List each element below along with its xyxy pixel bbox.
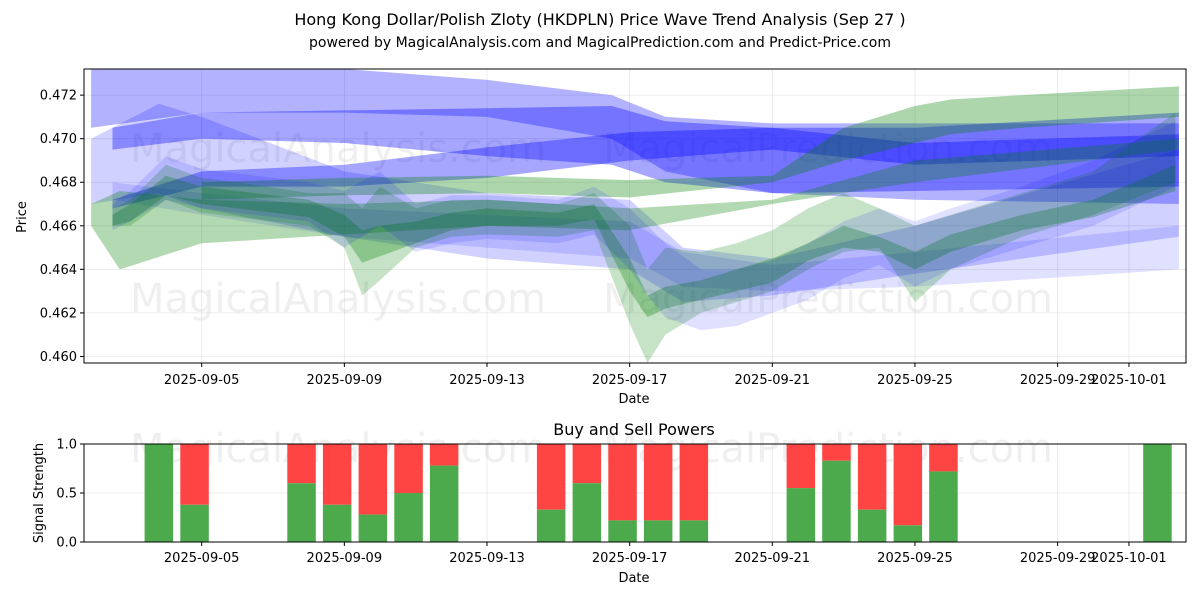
price-y-axis: 0.460 0.462 0.464 0.466 0.468 0.470 0.472 xyxy=(40,89,84,365)
y-tick-label: 0.462 xyxy=(40,306,77,321)
x-tick-label: 2025-09-17 xyxy=(592,373,668,388)
x-tick-label: 2025-09-09 xyxy=(307,551,383,566)
buy-power-bar xyxy=(429,465,459,542)
y-tick-label: 0.0 xyxy=(56,536,77,551)
power-bars xyxy=(144,444,1172,542)
buy-power-bar xyxy=(822,460,851,542)
watermark-text: MagicalPrediction.com xyxy=(603,126,1053,172)
price-band-green-band-lower xyxy=(91,138,1179,270)
price-x-axis-label: Date xyxy=(618,392,649,407)
sell-power-bar xyxy=(429,444,459,466)
sell-power-bar xyxy=(608,444,637,521)
price-band-blue-band-upper-narrow xyxy=(112,106,1179,194)
x-tick-label: 2025-09-21 xyxy=(735,551,811,566)
price-band-blue-band-upper-wide xyxy=(91,69,1179,204)
buy-power-bar xyxy=(1143,444,1172,542)
x-tick-label: 2025-09-21 xyxy=(735,373,811,388)
y-tick-label: 0.460 xyxy=(40,350,77,365)
x-tick-label: 2025-10-01 xyxy=(1091,551,1167,566)
sell-power-bar xyxy=(394,444,423,493)
watermark-text: MagicalAnalysis.com xyxy=(130,276,546,322)
sell-power-bar xyxy=(679,444,709,521)
sell-power-bar xyxy=(287,444,316,484)
chart-title: Hong Kong Dollar/Polish Zloty (HKDPLN) P… xyxy=(294,10,905,29)
sell-power-bar xyxy=(322,444,352,505)
buy-power-bar xyxy=(679,520,709,542)
price-chart: 0.460 0.462 0.464 0.466 0.468 0.470 0.472 2025… xyxy=(15,68,1187,407)
price-y-axis-label: Price xyxy=(15,201,30,233)
sell-power-bar xyxy=(572,444,602,484)
price-band-green-wave-outer xyxy=(112,112,1176,363)
x-tick-label: 2025-09-25 xyxy=(877,373,953,388)
price-band-green-band-upper xyxy=(201,86,1179,200)
buy-power-bar xyxy=(287,483,316,542)
x-tick-label: 2025-09-13 xyxy=(449,373,525,388)
watermark-text: MagicalAnalysis.com xyxy=(130,126,546,172)
buy-power-bar xyxy=(786,488,816,542)
x-tick-label: 2025-09-29 xyxy=(1020,551,1096,566)
x-tick-label: 2025-09-17 xyxy=(592,551,668,566)
sell-power-bar xyxy=(822,444,851,461)
buy-power-bar xyxy=(893,525,923,542)
chart-subtitle: powered by MagicalAnalysis.com and Magic… xyxy=(309,35,891,51)
power-chart-title: Buy and Sell Powers xyxy=(553,420,715,439)
buy-power-bar xyxy=(536,509,566,542)
buy-power-bar xyxy=(180,504,209,542)
sell-power-bar xyxy=(929,444,958,472)
power-x-axis: 2025-09-05 2025-09-09 2025-09-13 2025-09-17… xyxy=(164,542,1167,566)
buy-power-bar xyxy=(394,493,423,542)
power-chart: Buy and Sell Powers 0.0 0.5 1.0 2025-09-05… xyxy=(32,420,1187,586)
buy-power-bar xyxy=(643,520,673,542)
sell-power-bar xyxy=(786,444,816,489)
x-tick-label: 2025-09-13 xyxy=(449,551,525,566)
y-tick-label: 0.464 xyxy=(40,263,77,278)
buy-power-bar xyxy=(572,483,602,542)
price-band-blue-band-lower-narrow xyxy=(112,182,1179,292)
y-tick-label: 0.470 xyxy=(40,132,77,147)
price-bands xyxy=(91,69,1179,363)
buy-power-bar xyxy=(322,504,352,542)
y-tick-label: 1.0 xyxy=(56,438,77,453)
x-tick-label: 2025-09-29 xyxy=(1020,373,1096,388)
y-tick-label: 0.5 xyxy=(56,487,77,502)
buy-power-bar xyxy=(358,514,388,542)
power-x-axis-label: Date xyxy=(618,571,649,586)
x-tick-label: 2025-09-05 xyxy=(164,551,240,566)
price-band-blue-band-middle xyxy=(112,127,1179,209)
price-x-axis: 2025-09-05 2025-09-09 2025-09-13 2025-09-17… xyxy=(164,363,1167,388)
price-plot-frame xyxy=(83,68,1187,364)
buy-power-bar xyxy=(608,520,637,542)
sell-power-bar xyxy=(358,444,388,515)
sell-power-bar xyxy=(857,444,887,510)
y-tick-label: 0.472 xyxy=(40,89,77,104)
x-tick-label: 2025-09-25 xyxy=(877,551,953,566)
sell-power-bar xyxy=(536,444,566,510)
sell-power-bar xyxy=(643,444,673,521)
x-tick-label: 2025-09-09 xyxy=(307,373,383,388)
x-tick-label: 2025-09-05 xyxy=(164,373,240,388)
y-tick-label: 0.468 xyxy=(40,176,77,191)
x-tick-label: 2025-10-01 xyxy=(1091,373,1167,388)
price-band-blue-band-lower-wide xyxy=(91,103,1179,302)
y-tick-label: 0.466 xyxy=(40,219,77,234)
sell-power-bar xyxy=(180,444,209,505)
buy-power-bar xyxy=(929,471,958,542)
power-y-axis-label: Signal Strength xyxy=(32,443,47,543)
price-band-blue-wave xyxy=(112,121,1176,331)
buy-power-bar xyxy=(857,509,887,542)
power-y-axis: 0.0 0.5 1.0 xyxy=(56,438,84,551)
sell-power-bar xyxy=(893,444,923,526)
price-gridlines xyxy=(84,69,1186,363)
buy-power-bar xyxy=(144,444,174,542)
watermark-text: MagicalPrediction.com xyxy=(603,276,1053,322)
price-band-green-wave-inner xyxy=(112,164,1176,318)
